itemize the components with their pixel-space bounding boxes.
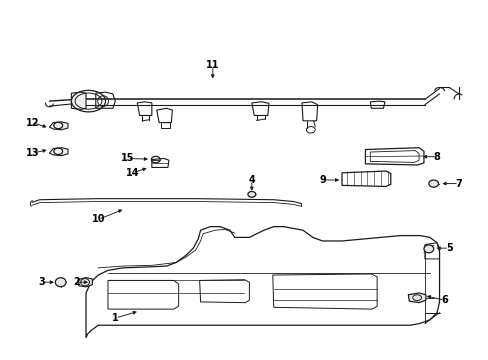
Text: 10: 10: [91, 215, 105, 224]
Polygon shape: [49, 148, 68, 156]
Polygon shape: [365, 148, 423, 165]
Text: 8: 8: [433, 152, 440, 162]
Polygon shape: [71, 92, 86, 109]
Polygon shape: [341, 171, 390, 186]
Ellipse shape: [55, 278, 66, 287]
Text: 3: 3: [39, 277, 45, 287]
Polygon shape: [86, 226, 439, 338]
Text: 13: 13: [25, 148, 39, 158]
Ellipse shape: [428, 180, 438, 187]
Text: 11: 11: [205, 60, 219, 70]
Ellipse shape: [423, 245, 433, 253]
Polygon shape: [78, 278, 92, 287]
Text: 7: 7: [455, 179, 462, 189]
Polygon shape: [49, 122, 68, 130]
Text: 2: 2: [73, 277, 80, 287]
Text: 4: 4: [248, 175, 255, 185]
Text: 5: 5: [445, 243, 452, 253]
Text: 1: 1: [112, 313, 119, 323]
Ellipse shape: [247, 192, 255, 197]
Text: 14: 14: [125, 168, 139, 178]
Polygon shape: [407, 293, 425, 303]
Text: 15: 15: [121, 153, 134, 163]
Text: 6: 6: [440, 295, 447, 305]
Text: 9: 9: [319, 175, 325, 185]
Text: 12: 12: [25, 118, 39, 128]
